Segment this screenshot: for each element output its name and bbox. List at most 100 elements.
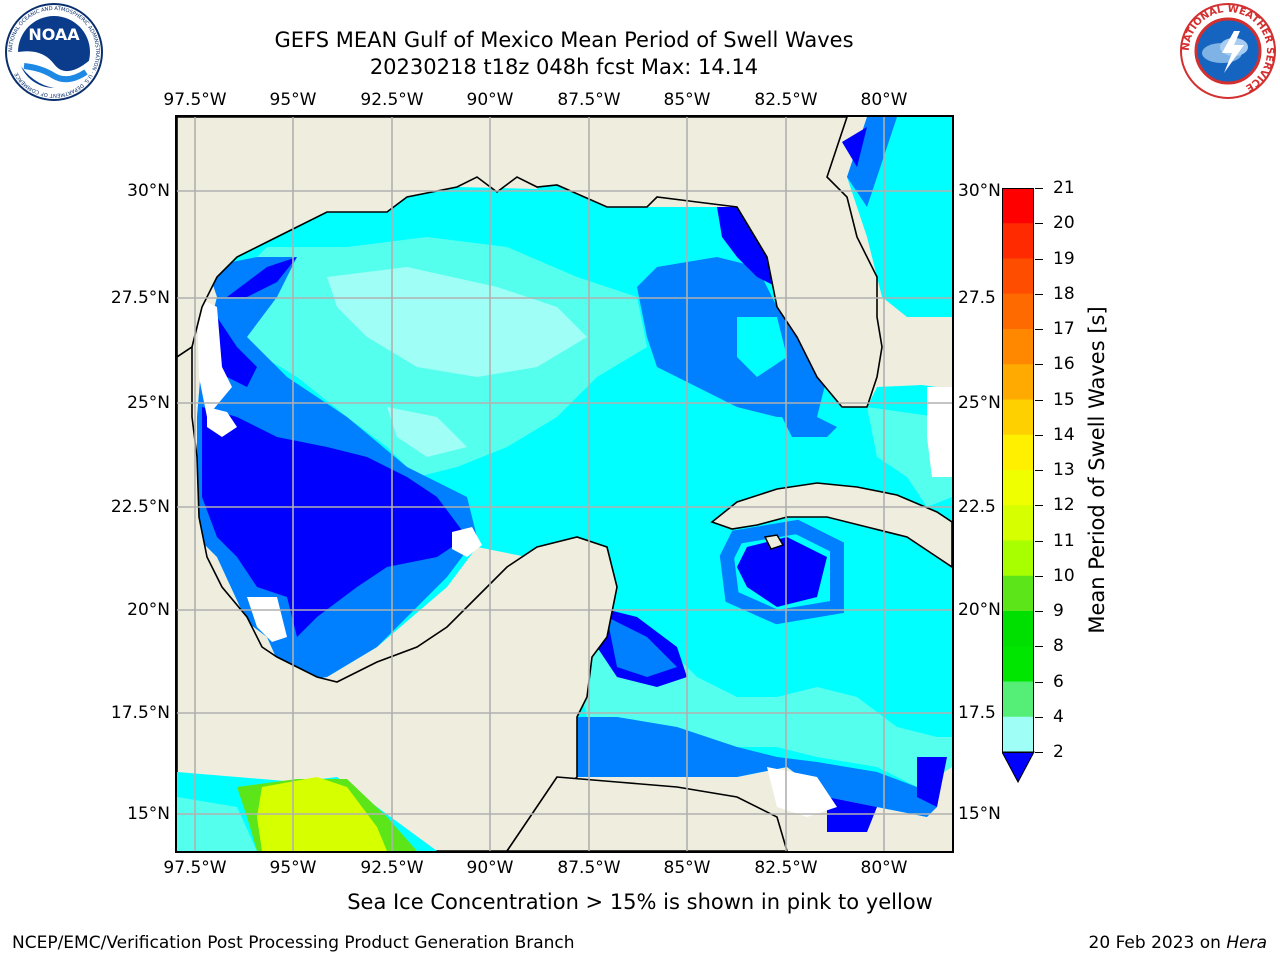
lat-label-right: 27.5 [958,288,996,308]
colorbar-tick-mark [1035,716,1043,718]
colorbar-tick-label: 8 [1053,636,1064,657]
lon-label-bottom: 95°W [269,858,317,878]
lat-label-left: 27.5°N [110,288,170,308]
colorbar-cell [1002,188,1034,224]
lon-label-top: 95°W [269,90,317,110]
colorbar-tick-label: 4 [1053,706,1064,727]
colorbar-tick-mark [1035,399,1043,401]
lon-label-top: 92.5°W [360,90,424,110]
map-subtitle-run-info: 20230218 t18z 048h fcst Max: 14.14 [369,55,759,79]
colorbar-cell [1002,258,1034,295]
colorbar-tick-mark [1035,681,1043,683]
colorbar-cell [1002,716,1034,753]
map-title: GEFS MEAN Gulf of Mexico Mean Period of … [274,28,854,52]
colorbar-tick-label: 19 [1053,248,1075,269]
nodata-patch-mexico-south [247,597,287,642]
colorbar-tick-mark [1035,258,1043,260]
colorbar-tick-label: 16 [1053,354,1075,375]
colorbar-tick-mark [1035,188,1043,189]
colorbar-tick-mark [1035,540,1043,542]
nodata-patch-nicaragua [767,767,837,817]
colorbar-tick-label: 13 [1053,460,1075,480]
lat-label-left: 17.5°N [110,703,170,723]
colorbar-cell [1002,223,1034,259]
colorbar-cell [1002,575,1034,612]
nodata-patch-texas [197,297,232,417]
florida-west-shelf [777,407,837,437]
nws-logo: NATIONAL WEATHER SERVICE [1178,1,1278,105]
colorbar-tick-label: 21 [1053,178,1075,198]
colorbar-tick-mark [1035,223,1043,225]
colorbar-tick-label: 15 [1053,389,1075,410]
footer-host: Hera [1226,933,1267,953]
colorbar-label: Mean Period of Swell Waves [s] [1085,306,1109,634]
colorbar-tick-mark [1035,293,1043,295]
map-panel [175,115,954,853]
lon-label-bottom: 85°W [663,858,711,878]
pacific-light-band [177,797,257,851]
lat-label-right: 30°N [958,181,1001,201]
lat-label-left: 20°N [127,600,170,620]
eastern-dark-band [637,257,827,417]
footer-branch: NCEP/EMC/Verification Post Processing Pr… [12,933,575,953]
colorbar-tick-label: 9 [1053,601,1064,621]
colorbar-cell [1002,364,1034,400]
atlantic-deep-patch [842,127,867,167]
nodata-patch-campeche [452,527,482,557]
lon-label-top: 97.5°W [163,90,227,110]
graticule [177,117,952,851]
colorbar-tick-mark [1035,611,1043,612]
footer-date: 20 Feb 2023 on Hera [1088,933,1267,953]
colorbar-tick-label: 11 [1053,530,1075,551]
colorbar-tick-label: 12 [1053,495,1075,516]
colorbar-cell [1002,646,1034,682]
colorbar-tick-mark [1035,646,1043,648]
lat-label-right: 15°N [958,804,1001,824]
colorbar [1001,188,1036,788]
colorbar-frame [1002,188,1034,753]
colorbar-cell [1002,540,1034,577]
colorbar-tick-mark [1035,329,1043,330]
lon-label-bottom: 90°W [466,858,514,878]
lon-label-bottom: 97.5°W [163,858,227,878]
colorbar-cell [1002,293,1034,330]
lat-label-left: 25°N [127,393,170,413]
lon-label-top: 80°W [860,90,908,110]
lon-label-bottom: 80°W [860,858,908,878]
land-isle-of-youth [763,534,785,550]
lat-label-right: 25°N [958,393,1001,413]
colorbar-tick-label: 20 [1053,213,1075,234]
colorbar-cell [1002,329,1034,365]
colorbar-tick-mark [1035,505,1043,507]
colorbar-cells [1002,188,1034,753]
lat-label-left: 15°N [127,804,170,824]
cayman-blue-ring [719,519,844,625]
colorbar-tick-mark [1035,470,1043,471]
colorbar-cell [1002,505,1034,541]
lat-label-right: 20°N [958,600,1001,620]
colorbar-cell [1002,470,1034,506]
lon-label-top: 82.5°W [754,90,818,110]
lat-label-left: 30°N [127,181,170,201]
lon-label-bottom: 87.5°W [557,858,621,878]
colorbar-tick-mark [1035,434,1043,436]
yucatan-channel-blue [607,617,677,677]
lon-label-top: 85°W [663,90,711,110]
colorbar-tick-label: 2 [1053,742,1064,762]
lon-label-top: 90°W [466,90,514,110]
land-cuba [710,482,952,568]
colorbar-cell [1002,611,1034,647]
land-us-gulf-coast [177,117,883,408]
lat-label-right: 17.5 [958,703,996,723]
colorbar-tick-label: 14 [1053,424,1075,445]
colorbar-extend-triangle [1001,751,1035,784]
colorbar-cell [1002,681,1034,718]
noaa-logo-text: NOAA [28,25,80,44]
sea-ice-note: Sea Ice Concentration > 15% is shown in … [347,890,933,914]
light-swell-patch-south [387,407,467,457]
western-deep-region [202,407,467,637]
colorbar-tick-mark [1035,575,1043,577]
land-mexico-west [177,345,618,851]
colorbar-cell [1002,434,1034,471]
nodata-patch-bahamas [927,387,952,477]
